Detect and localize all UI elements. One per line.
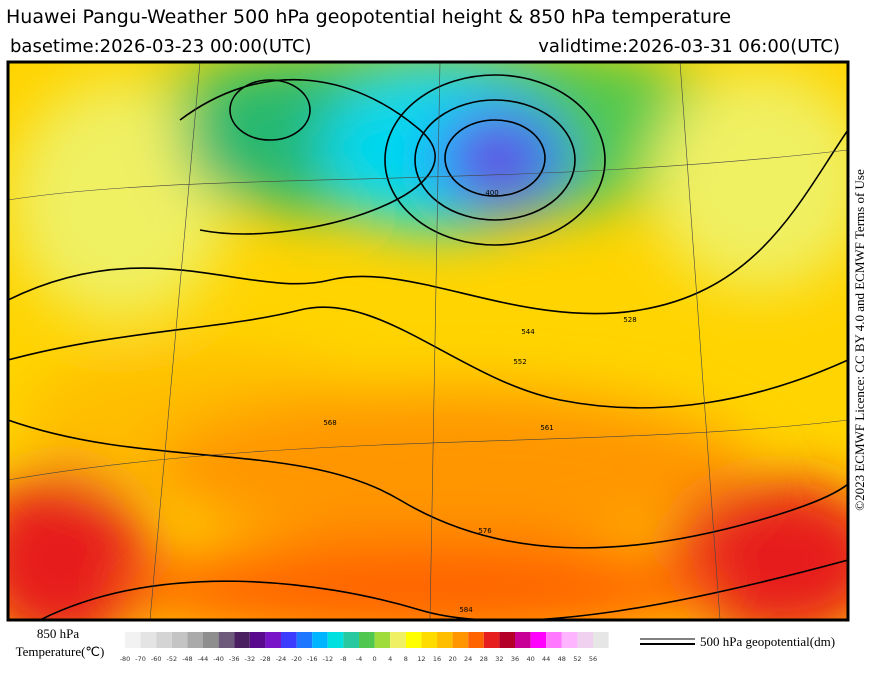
basetime: basetime:2026-03-23 00:00(UTC) bbox=[10, 36, 312, 57]
colorbar-label: 4 bbox=[388, 655, 392, 663]
colorbar-swatch bbox=[499, 632, 515, 648]
colorbar-swatch bbox=[171, 632, 188, 648]
colorbar-label: -52 bbox=[166, 655, 177, 663]
colorbar-swatch bbox=[561, 632, 578, 648]
license: ©2023 ECMWF Licence: CC BY 4.0 and ECMWF… bbox=[852, 169, 867, 511]
colorbar-swatch bbox=[468, 632, 484, 648]
colorbar-swatch bbox=[390, 632, 406, 648]
map-frame bbox=[6, 60, 850, 622]
title: Huawei Pangu-Weather 500 hPa geopotentia… bbox=[6, 6, 731, 28]
colorbar-swatch bbox=[265, 632, 281, 648]
colorbar-swatch bbox=[577, 632, 593, 648]
contour-label: 561 bbox=[540, 424, 553, 432]
colorbar-swatch bbox=[343, 632, 359, 648]
colorbar-label: 24 bbox=[464, 655, 472, 663]
colorbar-swatch bbox=[515, 632, 531, 648]
colorbar-label: -48 bbox=[182, 655, 193, 663]
colorbar-swatch bbox=[421, 632, 437, 648]
colorbar-label: 52 bbox=[573, 655, 581, 663]
contour-label: 584 bbox=[459, 606, 473, 614]
colorbar-label: 56 bbox=[589, 655, 597, 663]
colorbar-label: 16 bbox=[433, 655, 441, 663]
contour-legend: 500 hPa geopotential(dm) bbox=[700, 634, 835, 649]
temperature-title: 850 hPa bbox=[37, 626, 79, 641]
colorbar-label: 44 bbox=[542, 655, 550, 663]
map bbox=[8, 62, 848, 620]
colorbar-swatch bbox=[187, 632, 203, 648]
colorbar-label: 0 bbox=[373, 655, 377, 663]
colorbar-swatch bbox=[359, 632, 375, 648]
colorbar-label: -28 bbox=[260, 655, 271, 663]
contour-label: 568 bbox=[323, 419, 336, 427]
colorbar-label: -20 bbox=[291, 655, 302, 663]
contour-label: 528 bbox=[623, 316, 636, 324]
colorbar-swatch bbox=[125, 632, 141, 648]
colorbar-swatch bbox=[156, 632, 172, 648]
colorbar-label: 32 bbox=[495, 655, 503, 663]
colorbar-swatch bbox=[296, 632, 313, 648]
colorbar-swatch bbox=[203, 632, 219, 648]
colorbar-label: -4 bbox=[356, 655, 362, 663]
colorbar-label: 36 bbox=[511, 655, 519, 663]
colorbar-label: -12 bbox=[322, 655, 333, 663]
colorbar-swatch bbox=[593, 632, 609, 648]
colorbar-swatch bbox=[312, 632, 328, 648]
colorbar-label: 40 bbox=[526, 655, 534, 663]
colorbar-swatch bbox=[249, 632, 266, 648]
colorbar-label: 20 bbox=[448, 655, 456, 663]
colorbar-label: -32 bbox=[244, 655, 255, 663]
colorbar-swatch bbox=[234, 632, 250, 648]
colorbar-swatch bbox=[530, 632, 547, 648]
colorbar-label: -16 bbox=[307, 655, 318, 663]
contour-label: 576 bbox=[478, 527, 492, 535]
colorbar-swatch bbox=[437, 632, 453, 648]
colorbar-swatch bbox=[405, 632, 422, 648]
colorbar-label: -24 bbox=[276, 655, 287, 663]
colorbar-swatch bbox=[452, 632, 469, 648]
contour-label: 552 bbox=[513, 358, 526, 366]
colorbar-swatch bbox=[483, 632, 500, 648]
colorbar-label: 48 bbox=[558, 655, 566, 663]
colorbar-label: -44 bbox=[198, 655, 209, 663]
colorbar-label: -60 bbox=[151, 655, 162, 663]
colorbar-label: -80 bbox=[120, 655, 131, 663]
colorbar-label: -70 bbox=[135, 655, 146, 663]
colorbar-swatch bbox=[218, 632, 235, 648]
colorbar-label: -40 bbox=[213, 655, 224, 663]
colorbar-swatch bbox=[374, 632, 391, 648]
colorbar-label: 12 bbox=[417, 655, 425, 663]
colorbar-label: -36 bbox=[229, 655, 240, 663]
colorbar-swatch bbox=[140, 632, 157, 648]
colorbar-label: 8 bbox=[404, 655, 408, 663]
validtime: validtime:2026-03-31 06:00(UTC) bbox=[538, 36, 840, 57]
contour-label: 544 bbox=[521, 328, 535, 336]
temperature-unit: Temperature(℃) bbox=[16, 644, 105, 659]
colorbar-swatch bbox=[546, 632, 562, 648]
colorbar-label: 28 bbox=[480, 655, 488, 663]
contour-label: 400 bbox=[485, 189, 498, 197]
colorbar-label: -8 bbox=[340, 655, 346, 663]
colorbar-swatch bbox=[327, 632, 344, 648]
colorbar-swatch bbox=[281, 632, 297, 648]
